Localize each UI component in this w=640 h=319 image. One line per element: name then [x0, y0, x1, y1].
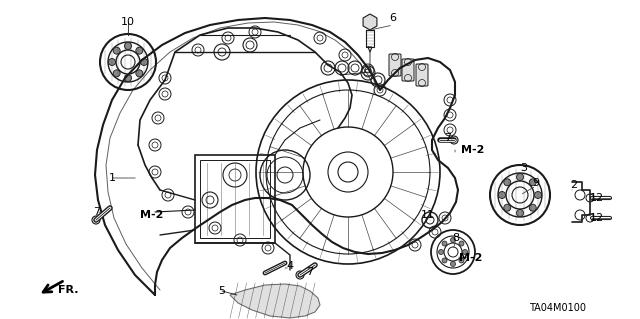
- Circle shape: [141, 58, 147, 65]
- Text: 2: 2: [570, 180, 577, 190]
- Circle shape: [109, 58, 115, 65]
- Text: 12: 12: [590, 193, 604, 203]
- Circle shape: [463, 249, 467, 255]
- Circle shape: [438, 249, 444, 255]
- Bar: [200, 160, 270, 238]
- Text: 3: 3: [520, 163, 527, 173]
- Text: 10: 10: [121, 17, 135, 27]
- Circle shape: [499, 191, 506, 198]
- Circle shape: [125, 42, 131, 49]
- Text: 12: 12: [590, 213, 604, 223]
- Text: M-2: M-2: [460, 253, 483, 263]
- Bar: [195, 155, 275, 243]
- Text: FR.: FR.: [58, 285, 78, 295]
- Text: M-2: M-2: [140, 210, 164, 220]
- Text: 7: 7: [93, 207, 100, 217]
- Circle shape: [534, 191, 541, 198]
- Text: 7: 7: [444, 133, 452, 143]
- Text: 6: 6: [390, 13, 397, 23]
- Text: 7: 7: [307, 267, 314, 277]
- Text: 8: 8: [452, 233, 460, 243]
- Text: 1: 1: [109, 173, 115, 183]
- Text: 4: 4: [287, 261, 294, 271]
- Circle shape: [516, 210, 524, 217]
- Circle shape: [451, 238, 456, 242]
- Circle shape: [529, 204, 536, 211]
- Circle shape: [136, 47, 143, 54]
- Circle shape: [459, 258, 464, 263]
- Circle shape: [442, 258, 447, 263]
- Text: 11: 11: [421, 210, 435, 220]
- FancyBboxPatch shape: [402, 59, 414, 81]
- Circle shape: [451, 262, 456, 266]
- Text: M-2: M-2: [461, 145, 484, 155]
- Circle shape: [125, 75, 131, 81]
- Circle shape: [113, 70, 120, 77]
- Circle shape: [504, 179, 511, 186]
- Circle shape: [442, 241, 447, 246]
- Circle shape: [504, 204, 511, 211]
- Text: 9: 9: [532, 178, 540, 188]
- Circle shape: [459, 241, 464, 246]
- Polygon shape: [363, 14, 377, 30]
- Text: 5: 5: [218, 286, 225, 296]
- Text: TA04M0100: TA04M0100: [529, 303, 586, 313]
- Polygon shape: [230, 284, 320, 318]
- Circle shape: [529, 179, 536, 186]
- Circle shape: [113, 47, 120, 54]
- FancyBboxPatch shape: [416, 64, 428, 86]
- Circle shape: [516, 174, 524, 181]
- Circle shape: [136, 70, 143, 77]
- FancyBboxPatch shape: [389, 54, 401, 76]
